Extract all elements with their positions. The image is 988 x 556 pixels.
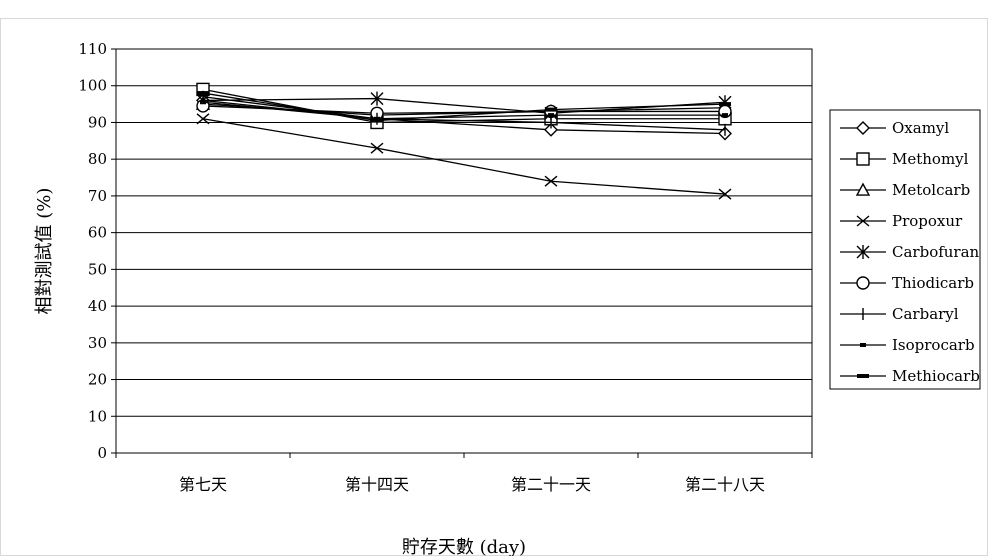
marker-x [544,175,558,187]
legend-box [829,109,981,390]
series-line [202,97,726,114]
series-line [202,92,726,122]
marker-x [370,142,384,154]
y-tick-label: 100 [78,77,107,95]
legend-label: Propoxur [892,212,963,230]
marker-square [856,152,870,166]
series-line [202,101,725,120]
legend-label: Metolcarb [892,181,970,199]
marker-dot [548,113,554,118]
series-line [202,118,726,195]
y-tick-label: 80 [88,150,107,168]
y-tick-label: 20 [88,371,107,389]
marker-dash [545,107,557,112]
marker-asterisk [856,245,870,259]
series-line [202,96,726,131]
marker-x [196,113,210,125]
marker-dash [719,102,731,107]
series-propoxur [196,113,732,200]
legend-item-thiodicarb: Thiodicarb [840,274,974,292]
gridlines [116,85,812,417]
legend-item-oxamyl: Oxamyl [840,119,949,137]
legend-label: Thiodicarb [892,274,974,292]
marker-dash [371,118,383,123]
series-line [202,105,725,114]
legend-label: Oxamyl [892,119,949,137]
legend-item-propoxur: Propoxur [840,212,963,230]
legend-label: Isoprocarb [892,336,975,354]
y-tick-label: 60 [88,224,107,242]
marker-x [718,188,732,200]
y-axis-ticks: 0 10 20 30 40 50 60 70 80 90 100 110 [78,40,116,462]
x-tick-label: 第七天 [179,475,227,494]
x-tick-label: 第二十一天 [511,475,591,494]
marker-circle [856,276,870,290]
y-tick-label: 110 [78,40,107,58]
y-tick-label: 40 [88,297,107,315]
x-axis-label: 貯存天數 (day) [402,537,526,556]
legend-item-carbaryl: Carbaryl [840,305,959,323]
y-tick-label: 90 [88,113,107,131]
y-tick-label: 0 [97,444,107,462]
marker-dash [857,374,869,378]
marker-diamond [856,121,870,135]
legend: Oxamyl Methomyl Metolcarb Propoxur Carbofura… [829,109,981,390]
y-tick-label: 30 [88,334,107,352]
series-layer [195,82,733,200]
legend-label: Methiocarb [892,367,980,385]
y-tick-label: 10 [88,407,107,425]
legend-item-methomyl: Methomyl [840,150,969,168]
marker-asterisk [370,91,384,106]
legend-label: Carbaryl [892,305,959,323]
marker-x [856,215,870,227]
plot-area [115,48,813,454]
marker-diamond [544,122,558,137]
x-axis-ticks: 第七天 第十四天 第二十一天 第二十八天 [115,453,813,494]
series-methiocarb [197,91,731,123]
marker-dot [200,100,206,105]
marker-dash [197,91,209,96]
x-tick-label: 第二十八天 [685,475,765,494]
legend-item-metolcarb: Metolcarb [840,181,970,199]
marker-triangle [855,182,871,196]
legend-item-methiocarb: Methiocarb [840,367,980,385]
y-tick-label: 70 [88,187,107,205]
y-axis-label: 相對測試值 (%) [34,188,55,315]
marker-dot [722,113,728,118]
legend-item-isoprocarb: Isoprocarb [840,336,975,354]
marker-dot [860,343,866,347]
y-tick-label: 50 [88,260,107,278]
legend-label: Carbofuran [892,243,980,261]
legend-item-carbofuran: Carbofuran [840,243,980,261]
x-tick-label: 第十四天 [345,475,409,494]
legend-label: Methomyl [892,150,969,168]
